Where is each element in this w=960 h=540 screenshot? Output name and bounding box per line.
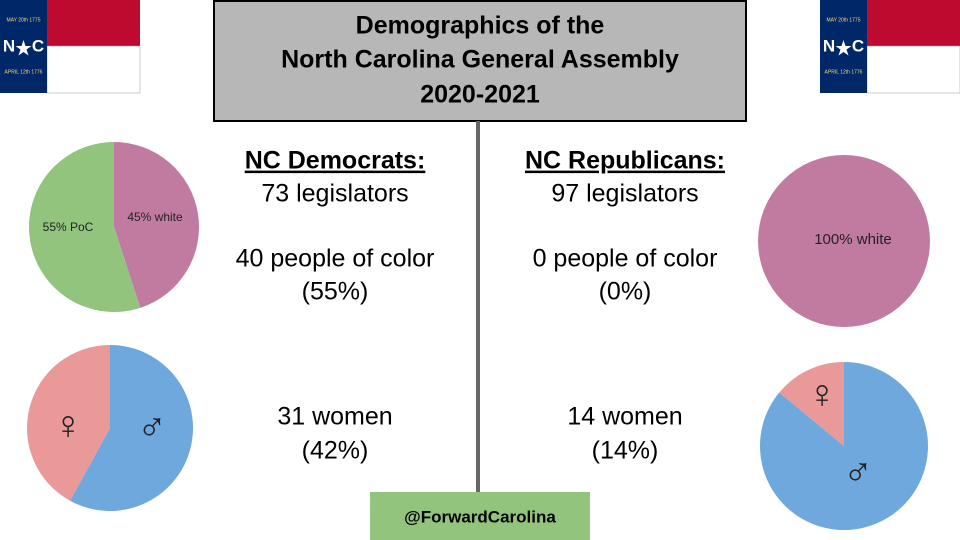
slice-label: ♀ bbox=[807, 373, 837, 417]
flag-left: N C MAY 20th 1775 APRIL 12th 1776 bbox=[0, 0, 141, 94]
heading: NC Republicans: bbox=[525, 147, 725, 175]
women: 31 women bbox=[277, 403, 392, 431]
flag-white bbox=[46, 45, 141, 94]
flag-bottom: APRIL 12th 1776 bbox=[825, 69, 863, 75]
count: 97 legislators bbox=[551, 180, 698, 208]
handle-box bbox=[370, 492, 590, 540]
slice-label: ♀ bbox=[53, 404, 83, 448]
flag-top: MAY 20th 1775 bbox=[6, 17, 40, 23]
pie-slice bbox=[758, 155, 930, 327]
flag-c: C bbox=[32, 36, 44, 55]
flag-n: N bbox=[3, 36, 15, 55]
pie-slice bbox=[114, 142, 200, 308]
title-line: Demographics of the bbox=[356, 12, 605, 40]
flag-star bbox=[835, 40, 852, 56]
slice-label: 100% white bbox=[814, 231, 892, 248]
flag-red bbox=[867, 0, 960, 46]
poc-pct: (55%) bbox=[302, 278, 369, 306]
women-pct: (14%) bbox=[592, 437, 659, 465]
flag-red bbox=[47, 0, 140, 46]
pie-slice bbox=[70, 345, 193, 511]
poc-pct: (0%) bbox=[599, 278, 652, 306]
handle: @ForwardCarolina bbox=[404, 507, 556, 526]
flag-right: N C MAY 20th 1775 APRIL 12th 1776 bbox=[820, 0, 960, 94]
pie-slice bbox=[29, 142, 141, 312]
flag-bottom: APRIL 12th 1776 bbox=[5, 69, 43, 75]
pie-slice bbox=[760, 362, 929, 530]
poc: 0 people of color bbox=[533, 245, 718, 273]
flag-top: MAY 20th 1775 bbox=[826, 17, 860, 23]
slice-label: 45% white bbox=[127, 210, 183, 224]
slice-label: ♂ bbox=[137, 406, 167, 450]
flag-n: N bbox=[823, 36, 835, 55]
slice-label: 55% PoC bbox=[43, 220, 94, 234]
heading: NC Democrats: bbox=[245, 147, 426, 175]
slice-label: ♂ bbox=[843, 451, 873, 495]
women: 14 women bbox=[567, 403, 682, 431]
women-pct: (42%) bbox=[302, 437, 369, 465]
flag-white bbox=[866, 45, 960, 94]
poc: 40 people of color bbox=[236, 245, 435, 273]
title-line: 2020-2021 bbox=[420, 81, 540, 109]
title-line: North Carolina General Assembly bbox=[281, 46, 679, 74]
pie-slice bbox=[26, 345, 110, 501]
flag-c: C bbox=[852, 36, 864, 55]
flag-star bbox=[15, 40, 32, 56]
count: 73 legislators bbox=[261, 180, 408, 208]
pie-slice bbox=[779, 362, 844, 446]
